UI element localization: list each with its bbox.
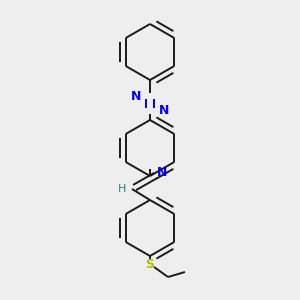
Text: N: N xyxy=(131,91,141,103)
Text: S: S xyxy=(146,257,154,271)
Text: N: N xyxy=(157,167,167,179)
Text: H: H xyxy=(118,184,126,194)
Text: N: N xyxy=(159,103,169,116)
